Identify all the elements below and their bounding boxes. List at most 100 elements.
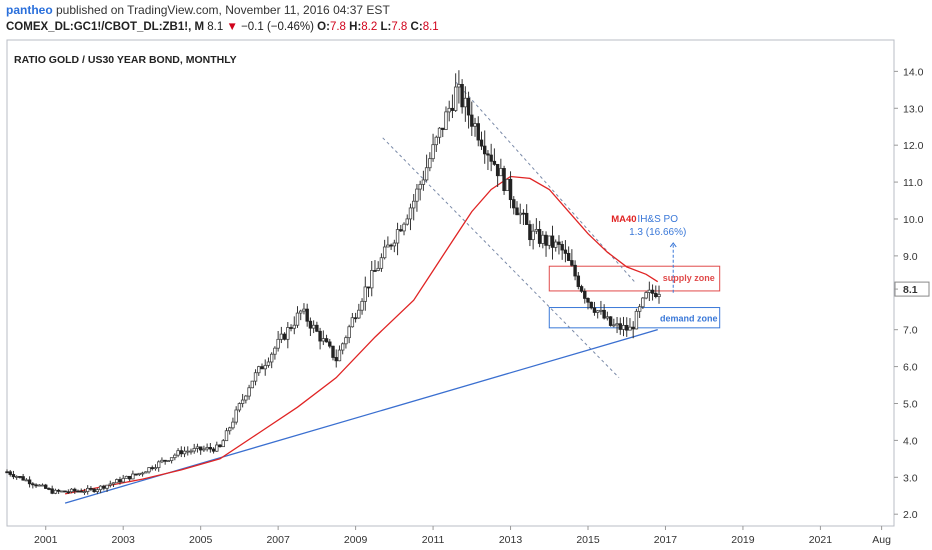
down-arrow-icon: ▼	[226, 21, 238, 33]
candle-body	[647, 289, 652, 293]
candle-body	[366, 286, 371, 289]
candle-body	[108, 483, 112, 486]
candle-body	[460, 83, 464, 108]
candle-body	[392, 242, 397, 247]
publish-info: pantheo published on TradingView.com, No…	[6, 3, 390, 17]
candle-body	[353, 317, 358, 320]
chart-title: RATIO GOLD / US30 YEAR BOND, MONTHLY	[14, 54, 237, 66]
candle-body	[157, 461, 161, 469]
candle-body	[344, 337, 348, 345]
candle-body	[211, 448, 216, 452]
candle-body	[360, 300, 364, 311]
candle-body	[328, 341, 332, 347]
candle-body	[8, 471, 12, 475]
x-tick-label: 2013	[499, 534, 523, 546]
x-tick-label: 2017	[654, 534, 678, 546]
x-tick-label: 2011	[422, 534, 445, 546]
demand-zone-label: demand zone	[660, 314, 718, 324]
candle-body	[502, 168, 506, 192]
candle-body	[124, 475, 129, 479]
candle-body	[276, 338, 280, 349]
candle-body	[202, 448, 206, 451]
candle-body	[386, 244, 390, 248]
candle-body	[79, 490, 83, 493]
candle-body	[44, 484, 48, 489]
candle-body	[566, 252, 571, 261]
candle-body	[89, 487, 93, 490]
candle-body	[615, 323, 619, 326]
candle-body	[621, 324, 626, 330]
ma40-label: MA40	[611, 214, 636, 225]
candle-body	[163, 459, 167, 462]
candle-body	[121, 477, 125, 483]
y-tick-label: 7.0	[903, 325, 918, 337]
y-tick-label: 3.0	[903, 472, 918, 484]
candle-body	[631, 326, 635, 330]
candle-body	[602, 309, 606, 319]
candle-body	[476, 123, 480, 141]
candle-body	[641, 297, 645, 308]
candle-body	[479, 139, 484, 147]
y-tick-label: 8.1	[903, 284, 918, 296]
candle-body	[421, 179, 426, 185]
candle-body	[505, 178, 510, 192]
candle-body	[495, 163, 500, 177]
candle-body	[534, 229, 539, 232]
candle-body	[628, 326, 632, 331]
candle-body	[315, 324, 319, 332]
candle-body	[444, 111, 448, 130]
author-username[interactable]: pantheo	[6, 3, 53, 17]
x-tick-label: 2001	[34, 534, 58, 546]
candle-body	[560, 244, 564, 251]
candle-body	[450, 107, 455, 111]
candle-body	[441, 127, 445, 130]
candle-body	[292, 324, 296, 329]
y-tick-label: 2.0	[903, 509, 918, 521]
candle-body	[302, 308, 306, 312]
x-tick-label: 2021	[809, 534, 833, 546]
candle-body	[134, 473, 138, 476]
candle-body	[205, 447, 209, 450]
candle-body	[408, 207, 413, 220]
candle-body	[237, 403, 242, 411]
candle-body	[47, 488, 51, 490]
candle-body	[586, 298, 590, 303]
candle-body	[489, 154, 493, 162]
candle-body	[405, 218, 409, 225]
candle-body	[592, 307, 597, 313]
candle-body	[486, 153, 490, 156]
candle-body	[447, 107, 451, 113]
high-value: 8.2	[361, 21, 378, 33]
candle-body	[428, 158, 432, 169]
candle-body	[140, 472, 145, 475]
candle-body	[657, 293, 661, 298]
candle-body	[63, 490, 67, 493]
candle-body	[650, 289, 655, 294]
plot-area-frame	[6, 39, 895, 527]
candle-body	[31, 483, 35, 486]
symbol-name[interactable]: COMEX_DL:GC1!/CBOT_DL:ZB1!, M	[6, 21, 205, 33]
candle-body	[483, 145, 487, 155]
candle-body	[85, 487, 90, 492]
candle-body	[599, 309, 603, 312]
candle-body	[34, 484, 38, 487]
candle-body	[195, 446, 200, 449]
candle-body	[5, 471, 9, 474]
y-tick-label: 5.0	[903, 398, 918, 410]
candle-body	[182, 450, 187, 455]
x-tick-label: 2005	[189, 534, 213, 546]
candle-body	[279, 333, 284, 340]
candle-body	[470, 114, 474, 127]
candle-body	[286, 327, 290, 340]
candle-body	[263, 364, 267, 370]
candle-body	[612, 324, 616, 327]
candle-body	[576, 275, 581, 287]
candle-body	[56, 489, 61, 492]
candle-body	[253, 372, 258, 382]
candle-body	[499, 168, 503, 177]
target-arrowhead-icon	[669, 242, 677, 248]
candle-body	[295, 312, 300, 326]
candle-body	[424, 167, 429, 181]
candle-body	[144, 471, 148, 474]
